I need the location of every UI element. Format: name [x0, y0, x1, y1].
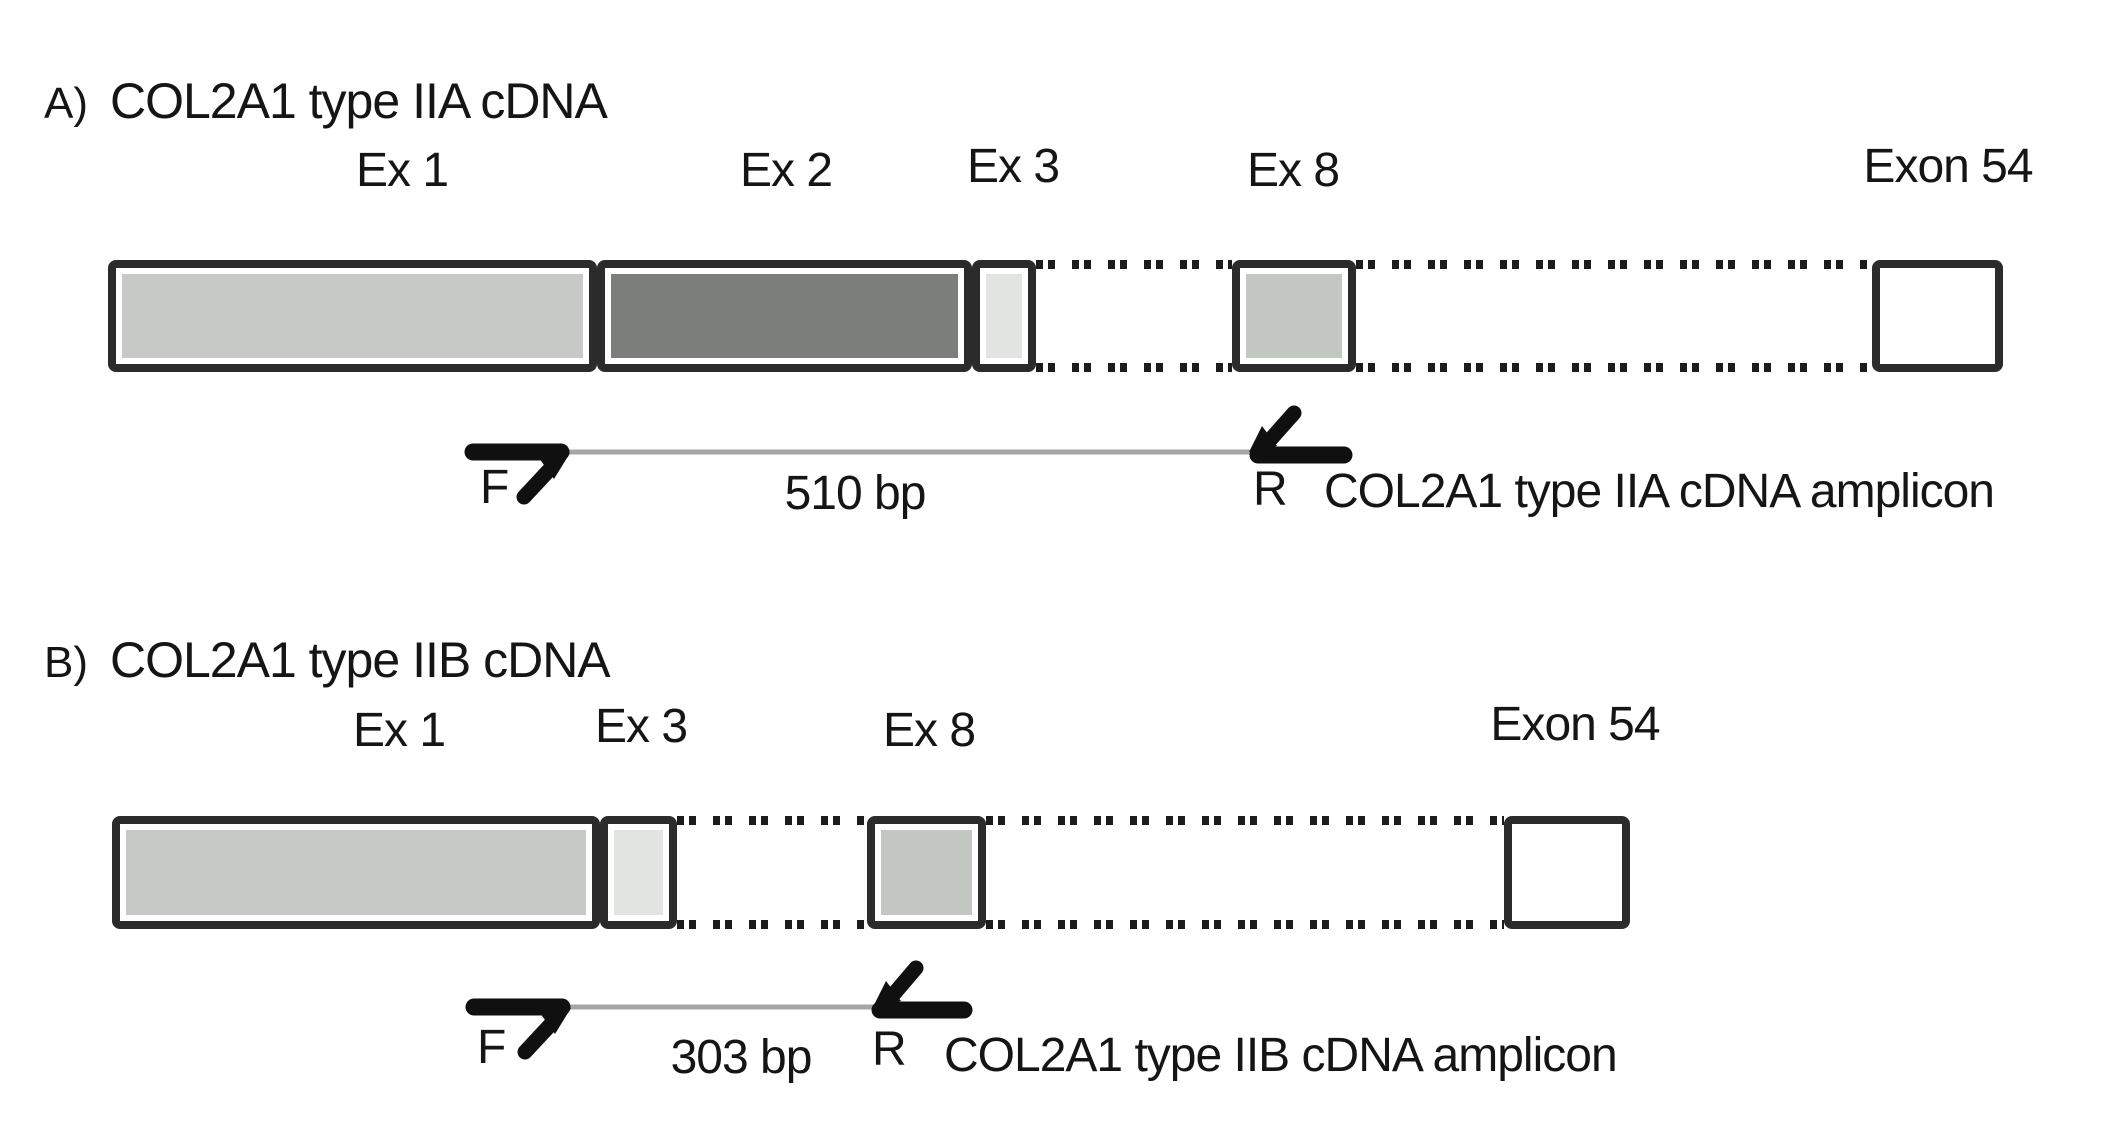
exon-label-ex3-b: Ex 3	[594, 700, 688, 753]
exon54-box-a	[1872, 260, 2003, 372]
exon3-box-a	[972, 260, 1036, 372]
exon-label-ex2-a: Ex 2	[739, 144, 833, 197]
exon1-box-b	[112, 816, 600, 929]
intron-dash-b-1	[677, 816, 867, 929]
exon2-box-a	[597, 260, 972, 372]
exon-label-ex1-b: Ex 1	[352, 704, 446, 757]
reverse-primer-tail-b	[885, 960, 924, 1003]
cdna-bar-a	[108, 260, 2003, 372]
exon-label-exon54-b: Exon 54	[1490, 698, 1660, 751]
forward-primer-arrowhead-a	[539, 453, 570, 479]
exon-label-ex3-a: Ex 3	[966, 140, 1060, 193]
intron-dash-a-2	[1356, 260, 1872, 372]
exon8-box-a	[1232, 260, 1356, 372]
reverse-primer-a	[1249, 405, 1353, 464]
exon1-box-a	[108, 260, 597, 372]
reverse-primer-label-a: R	[1253, 463, 1288, 516]
exon-label-ex8-b: Ex 8	[882, 704, 976, 757]
amplicon-size-a: 510 bp	[784, 467, 927, 520]
panel-b-title: COL2A1 type IIB cDNA	[110, 632, 611, 688]
amplicon-caption-a: COL2A1 type IIA cDNA amplicon	[1324, 465, 1995, 518]
exon-label-ex8-a: Ex 8	[1246, 144, 1340, 197]
reverse-primer-label-b: R	[872, 1023, 907, 1076]
amplicon-caption-b: COL2A1 type IIB cDNA amplicon	[944, 1029, 1618, 1082]
intron-dash-a-1	[1036, 260, 1232, 372]
cdna-bar-b	[112, 816, 1630, 929]
panel-a-title-row: A) COL2A1 type IIA cDNA	[44, 72, 608, 130]
exon-label-exon54-a: Exon 54	[1863, 140, 2033, 193]
exon8-box-b	[867, 816, 986, 929]
exon3-box-b	[600, 816, 677, 929]
panel-a-letter: A)	[44, 79, 88, 128]
forward-primer-arrowhead-b	[540, 1008, 571, 1034]
reverse-primer-tail-a	[1262, 405, 1302, 448]
amplicon-size-b: 303 bp	[670, 1031, 813, 1084]
reverse-primer-arrowhead-a	[1249, 426, 1277, 452]
forward-primer-label-a: F	[480, 461, 509, 514]
panel-a-title: COL2A1 type IIA cDNA	[110, 73, 608, 129]
reverse-primer-b	[871, 960, 973, 1019]
panel-b-title-row: B) COL2A1 type IIB cDNA	[44, 631, 611, 689]
reverse-primer-arrowhead-b	[873, 981, 901, 1007]
forward-primer-tail-a	[516, 459, 560, 505]
exon-label-ex1-a: Ex 1	[355, 144, 449, 197]
forward-primer-tail-b	[517, 1014, 561, 1060]
exon54-box-b	[1504, 816, 1630, 929]
panel-b-letter: B)	[44, 638, 88, 687]
intron-dash-b-2	[986, 816, 1504, 929]
forward-primer-label-b: F	[477, 1021, 506, 1074]
